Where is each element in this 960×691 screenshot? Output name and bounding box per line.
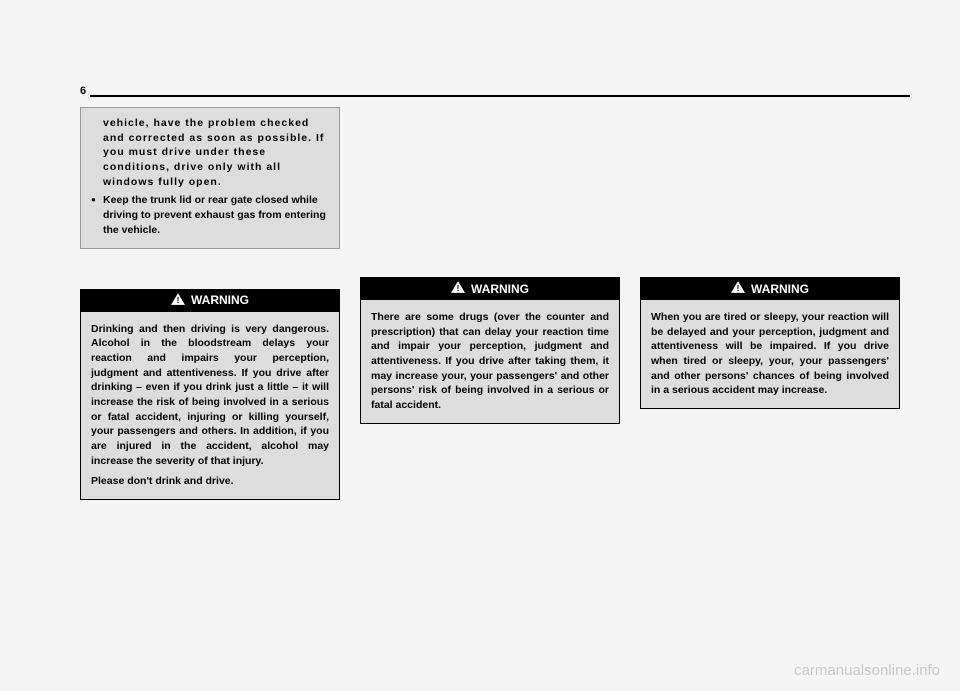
warning-header: ! WARNING — [641, 278, 899, 300]
spacer — [640, 107, 900, 277]
page-number: 6 — [80, 85, 90, 97]
column-3: ! WARNING When you are tired or sleepy, … — [640, 107, 900, 500]
page-content: 6 vehicle, have the problem checked and … — [50, 95, 910, 500]
svg-text:!: ! — [457, 284, 460, 293]
warning-text-2: Please don't drink and drive. — [91, 474, 329, 489]
warning-label: WARNING — [751, 282, 809, 296]
columns-container: vehicle, have the problem checked and co… — [80, 107, 910, 500]
spacer — [80, 249, 340, 289]
warning-body: There are some drugs (over the counter a… — [361, 300, 619, 423]
warning-icon: ! — [731, 281, 745, 296]
warning-icon: ! — [171, 293, 185, 308]
warning-body: When you are tired or sleepy, your react… — [641, 300, 899, 408]
warning-box-2: ! WARNING There are some drugs (over the… — [360, 277, 620, 424]
warning-body: Drinking and then driving is very danger… — [81, 312, 339, 500]
column-1: vehicle, have the problem checked and co… — [80, 107, 340, 500]
warning-text: When you are tired or sleepy, your react… — [651, 310, 889, 398]
spacer — [360, 107, 620, 277]
svg-text:!: ! — [737, 284, 740, 293]
watermark: carmanualsonline.info — [794, 662, 940, 679]
warning-box-3: ! WARNING When you are tired or sleepy, … — [640, 277, 900, 409]
warning-icon: ! — [451, 281, 465, 296]
warning-label: WARNING — [191, 293, 249, 307]
header-rule — [80, 95, 910, 97]
continuation-box: vehicle, have the problem checked and co… — [80, 107, 340, 249]
svg-text:!: ! — [177, 296, 180, 305]
continuation-text: vehicle, have the problem checked and co… — [91, 116, 329, 189]
warning-text-1: Drinking and then driving is very danger… — [91, 322, 329, 469]
warning-header: ! WARNING — [361, 278, 619, 300]
column-2: ! WARNING There are some drugs (over the… — [360, 107, 620, 500]
warning-text: There are some drugs (over the counter a… — [371, 310, 609, 413]
warning-label: WARNING — [471, 282, 529, 296]
bullet-item: Keep the trunk lid or rear gate closed w… — [91, 193, 329, 237]
warning-box-1: ! WARNING Drinking and then driving is v… — [80, 289, 340, 501]
warning-header: ! WARNING — [81, 290, 339, 312]
